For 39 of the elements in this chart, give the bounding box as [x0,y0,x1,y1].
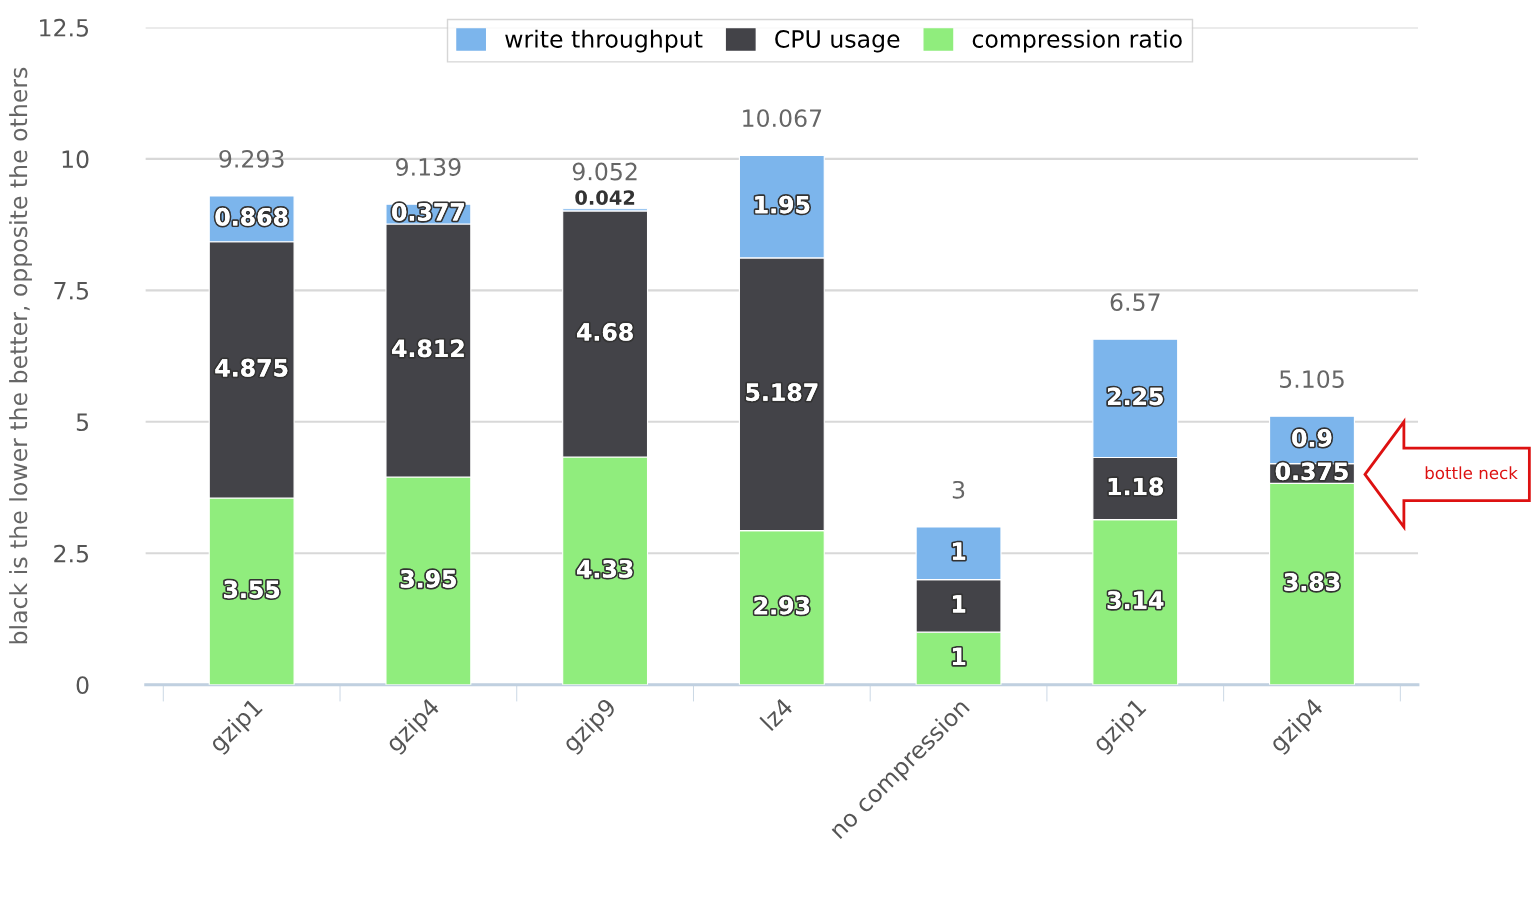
legend-label: CPU usage [775,30,900,53]
data-label: 2.93 [754,596,810,615]
total-label: 9.052 [572,162,637,181]
data-label: 0.9 [1292,428,1332,447]
data-label: 3.14 [1107,591,1164,610]
y-tick-label: 5 [76,413,89,432]
y-axis-title: black is the lower the better, opposite the others [9,67,32,644]
data-label: 4.33 [577,559,633,578]
x-tick-label: lz4 [759,696,794,731]
total-label: 3 [952,480,965,499]
data-label: 1 [953,542,966,560]
total-label: 9.139 [396,158,461,176]
y-tick-label: 12.5 [40,18,89,37]
total-label: 6.57 [1110,293,1160,311]
data-label: 3.83 [1284,573,1340,591]
data-label: 3.95 [400,569,456,588]
data-label: 5.187 [746,383,818,402]
data-label: 2.25 [1108,387,1163,406]
data-label: 3.55 [224,580,280,599]
data-label: 4.875 [215,358,288,377]
data-label: 4.68 [577,322,633,341]
total-label: 9.293 [219,149,284,168]
y-tick-label: 2.5 [54,544,89,563]
data-label: 1 [953,595,966,613]
legend-label: write throughput [505,29,703,53]
total-label: 10.067 [743,109,822,128]
data-label: 0.377 [392,203,464,221]
data-label: 1.18 [1108,477,1163,496]
legend-label: compression ratio [972,29,1182,53]
data-label: 1 [953,647,966,665]
data-label: 4.812 [392,339,464,358]
data-label: 1.95 [755,195,810,214]
y-tick-label: 0 [76,676,89,695]
data-label: 0.042 [575,190,635,205]
y-tick-label: 7.5 [54,282,89,300]
data-label: 0.868 [215,207,288,226]
y-tick-label: 10 [62,150,89,169]
text: bottle neck [1425,466,1518,480]
total-label: 5.105 [1280,370,1344,389]
